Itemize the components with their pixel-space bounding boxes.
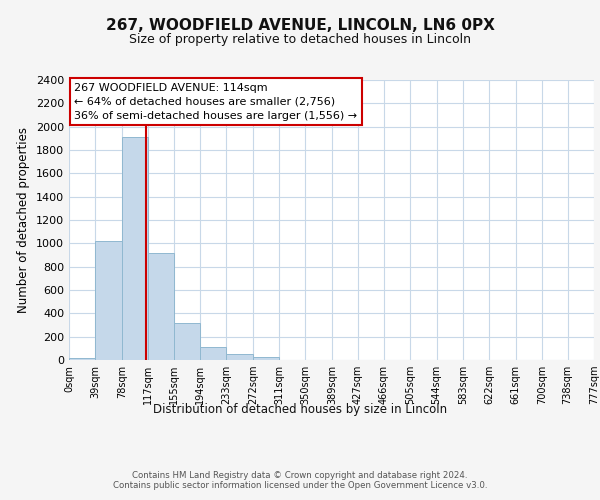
Bar <box>148 252 175 360</box>
Text: Distribution of detached houses by size in Lincoln: Distribution of detached houses by size … <box>153 402 447 415</box>
Bar <box>174 322 200 360</box>
Bar <box>200 347 226 360</box>
Bar <box>95 241 122 360</box>
Bar <box>122 137 148 360</box>
Bar <box>69 358 95 360</box>
Bar <box>226 354 253 360</box>
Bar <box>253 356 279 360</box>
Text: 267, WOODFIELD AVENUE, LINCOLN, LN6 0PX: 267, WOODFIELD AVENUE, LINCOLN, LN6 0PX <box>106 18 494 32</box>
Text: Contains HM Land Registry data © Crown copyright and database right 2024.
Contai: Contains HM Land Registry data © Crown c… <box>113 470 487 490</box>
Y-axis label: Number of detached properties: Number of detached properties <box>17 127 31 313</box>
Text: Size of property relative to detached houses in Lincoln: Size of property relative to detached ho… <box>129 32 471 46</box>
Text: 267 WOODFIELD AVENUE: 114sqm
← 64% of detached houses are smaller (2,756)
36% of: 267 WOODFIELD AVENUE: 114sqm ← 64% of de… <box>74 83 358 121</box>
